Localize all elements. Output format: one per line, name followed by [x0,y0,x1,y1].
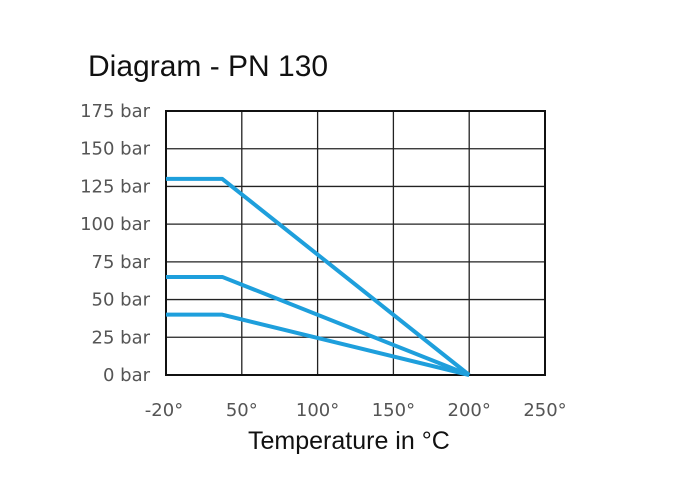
series-line [166,312,470,377]
x-tick-label: -20° [145,400,183,421]
chart-title: Diagram - PN 130 [88,50,329,83]
series-line [166,274,470,377]
x-tick-label: 200° [448,400,491,421]
x-tick-label: 50° [226,400,258,421]
x-tick-label: 150° [372,400,415,421]
y-tick-label: 50 bar [92,290,151,311]
x-tick-label: 250° [523,400,566,421]
y-tick-label: 150 bar [80,139,151,160]
series-line [166,176,471,377]
plot-frame [165,110,546,376]
x-axis-label: Temperature in °C [248,427,450,455]
y-tick-label: 100 bar [80,214,151,235]
y-tick-label: 75 bar [92,252,151,273]
y-tick-label: 25 bar [92,327,151,348]
y-tick-label: 175 bar [80,101,151,122]
y-tick-label: 0 bar [103,365,151,386]
x-tick-label: 100° [296,400,339,421]
y-tick-label: 125 bar [80,176,151,197]
